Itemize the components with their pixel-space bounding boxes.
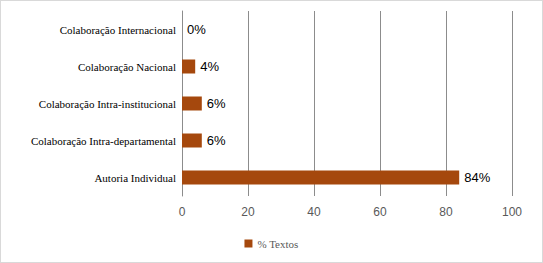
svg-text:Colaboração Internacional: Colaboração Internacional: [60, 24, 176, 36]
svg-text:0%: 0%: [187, 22, 206, 37]
svg-text:80: 80: [439, 205, 453, 219]
svg-text:60: 60: [373, 205, 387, 219]
svg-text:6%: 6%: [207, 133, 226, 148]
svg-text:4%: 4%: [200, 59, 219, 74]
svg-text:Colaboração Nacional: Colaboração Nacional: [78, 61, 176, 73]
svg-text:0: 0: [179, 205, 186, 219]
svg-text:Autoria Individual: Autoria Individual: [94, 172, 176, 184]
svg-text:Colaboração Intra-instituciona: Colaboração Intra-institucional: [39, 98, 176, 110]
svg-text:100: 100: [502, 205, 522, 219]
svg-text:40: 40: [307, 205, 321, 219]
svg-text:6%: 6%: [207, 96, 226, 111]
svg-text:84%: 84%: [464, 170, 490, 185]
svg-text:20: 20: [241, 205, 255, 219]
svg-text:% Textos: % Textos: [257, 238, 298, 250]
svg-text:Colaboração Intra-departamenta: Colaboração Intra-departamental: [31, 135, 176, 147]
